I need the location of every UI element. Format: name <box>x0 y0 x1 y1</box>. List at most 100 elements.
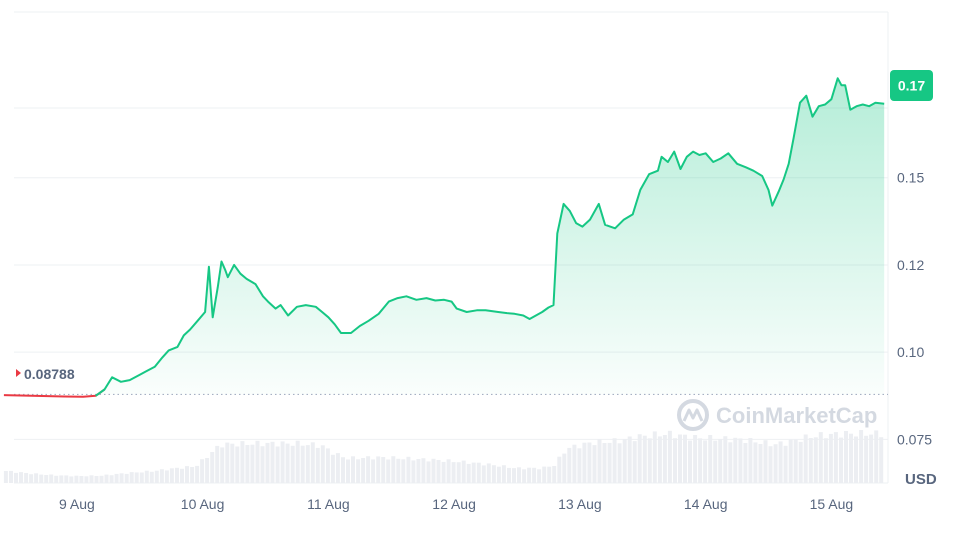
volume-bar-78 <box>396 458 401 483</box>
price-line <box>3 77 885 398</box>
volume-bar-89 <box>451 462 456 483</box>
volume-bar-164 <box>828 433 833 483</box>
volume-bar-114 <box>577 448 582 483</box>
volume-bar-94 <box>476 462 481 483</box>
volume-bar-69 <box>351 456 355 483</box>
volume-bar-30 <box>154 470 159 483</box>
x-tick-label-5: 14 Aug <box>684 496 728 512</box>
volume-bar-28 <box>144 470 149 483</box>
volume-bar-68 <box>346 459 350 483</box>
volume-bar-171 <box>864 435 869 483</box>
volume-bar-118 <box>597 439 602 483</box>
volume-bar-80 <box>406 456 411 483</box>
volume-bar-11 <box>59 475 64 483</box>
volume-bar-41 <box>210 452 215 483</box>
volume-bar-24 <box>124 473 129 483</box>
volume-bar-58 <box>295 440 300 483</box>
volume-bar-125 <box>632 441 637 483</box>
volume-bar-145 <box>733 437 738 483</box>
y-tick-label-2: 0.12 <box>897 257 924 273</box>
y-tick-label-4: 0.075 <box>897 431 932 447</box>
volume-bar-173 <box>874 430 879 483</box>
current-price-tag: 0.17 <box>890 70 933 101</box>
volume-bar-44 <box>225 442 230 483</box>
volume-bar-40 <box>205 458 210 483</box>
volume-bar-131 <box>662 435 667 483</box>
start-price-arrow-icon <box>16 369 21 377</box>
volume-bar-168 <box>849 433 853 483</box>
volume-bar-16 <box>84 476 89 483</box>
volume-bar-137 <box>693 435 698 483</box>
volume-bar-142 <box>718 439 723 483</box>
volume-bar-18 <box>94 476 99 483</box>
volume-bar-154 <box>778 441 783 483</box>
volume-bar-79 <box>401 459 406 483</box>
volume-bar-157 <box>793 439 798 483</box>
volume-bar-161 <box>813 437 818 483</box>
volume-bar-120 <box>607 442 612 483</box>
volume-bar-174 <box>879 437 884 483</box>
volume-bar-95 <box>481 465 486 483</box>
volume-bar-42 <box>215 445 220 483</box>
volume-bar-3 <box>19 472 23 483</box>
watermark: CoinMarketCap <box>677 399 877 431</box>
volume-bar-160 <box>808 438 813 483</box>
volume-bar-7 <box>39 474 44 483</box>
price-area-fill <box>95 78 885 396</box>
volume-bar-98 <box>496 466 501 483</box>
volume-bar-115 <box>582 442 587 483</box>
volume-bar-54 <box>275 446 280 483</box>
volume-bar-26 <box>134 472 139 483</box>
x-tick-label-0: 9 Aug <box>59 496 95 512</box>
volume-bar-23 <box>119 473 124 483</box>
volume-bar-123 <box>622 439 627 483</box>
volume-bar-127 <box>642 435 647 483</box>
volume-bar-124 <box>627 436 632 483</box>
volume-bar-6 <box>34 473 39 483</box>
volume-bar-119 <box>602 443 607 483</box>
volume-bar-140 <box>708 435 713 483</box>
volume-bar-122 <box>617 443 622 483</box>
volume-bar-29 <box>149 471 154 483</box>
volume-bar-172 <box>869 434 874 483</box>
volume-bar-63 <box>320 445 325 483</box>
volume-bar-165 <box>833 432 838 483</box>
volume-bar-19 <box>99 475 104 483</box>
volume-bar-144 <box>728 442 733 483</box>
volume-bar-57 <box>290 445 295 483</box>
volume-bar-109 <box>552 466 557 483</box>
volume-bar-34 <box>175 467 179 483</box>
volume-bar-149 <box>753 442 758 483</box>
coinmarketcap-logo-mark <box>682 408 704 422</box>
volume-bar-156 <box>788 439 793 483</box>
volume-bar-39 <box>200 459 205 483</box>
volume-bar-48 <box>245 445 250 483</box>
volume-bar-132 <box>667 430 672 483</box>
volume-bar-167 <box>844 431 848 483</box>
volume-bar-47 <box>240 441 245 483</box>
volume-bar-70 <box>356 459 361 483</box>
start-price-label: 0.08788 <box>24 366 75 382</box>
price-line-down <box>3 388 106 398</box>
volume-bar-113 <box>572 444 577 483</box>
unit-label: USD <box>905 471 937 488</box>
volume-bar-97 <box>491 465 496 483</box>
volume-bar-83 <box>421 458 426 483</box>
volume-bar-87 <box>441 461 446 483</box>
volume-bar-81 <box>411 460 416 483</box>
volume-bar-91 <box>461 460 466 483</box>
volume-bar-22 <box>114 473 119 483</box>
volume-bar-139 <box>703 440 708 483</box>
volume-bar-82 <box>416 459 421 483</box>
volume-bar-93 <box>471 462 476 483</box>
volume-bar-37 <box>190 467 195 483</box>
volume-bar-128 <box>647 438 652 483</box>
x-tick-label-3: 12 Aug <box>432 496 476 512</box>
volume-bar-133 <box>673 438 677 483</box>
x-tick-label-2: 11 Aug <box>307 496 350 512</box>
volume-bar-163 <box>823 438 828 483</box>
volume-bar-52 <box>265 442 270 483</box>
current-price-tag-bg <box>890 70 933 101</box>
start-price-marker: 0.08788 <box>16 366 75 382</box>
